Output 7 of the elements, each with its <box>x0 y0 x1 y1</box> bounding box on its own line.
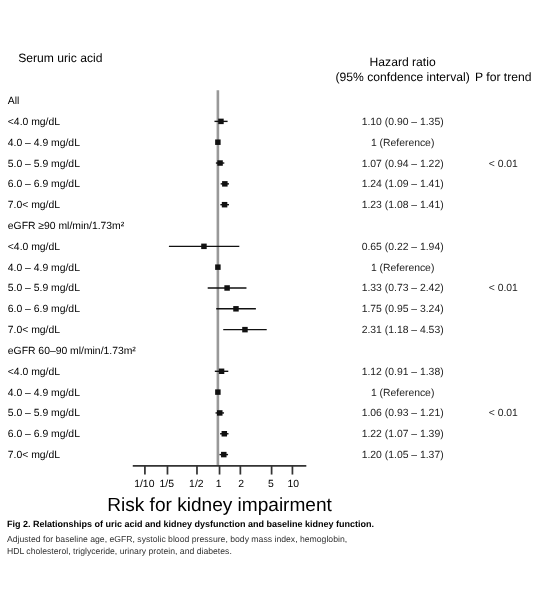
point <box>215 139 221 145</box>
point <box>215 389 221 395</box>
point <box>233 306 239 312</box>
point <box>218 118 224 125</box>
point <box>215 264 221 270</box>
x-axis-title: Risk for kidney impairment <box>107 494 333 517</box>
point <box>224 285 230 291</box>
